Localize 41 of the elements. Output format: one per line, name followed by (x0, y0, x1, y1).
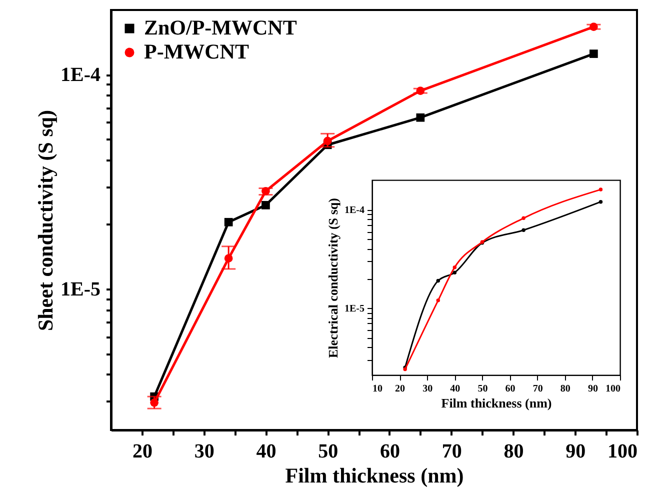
y-tick-label: 1E-4 (60, 64, 100, 86)
x-tick-label: 30 (194, 440, 214, 462)
x-tick-label: 80 (560, 384, 570, 394)
x-tick-label: 100 (608, 440, 638, 462)
x-axis-title: Film thickness (nm) (285, 464, 464, 488)
point (452, 270, 457, 274)
y-axis-title: Sheet conductivity (S sq) (34, 110, 58, 332)
point (598, 200, 603, 204)
point (416, 113, 425, 122)
point (224, 218, 233, 226)
x-tick-label: 50 (318, 440, 338, 462)
x-tick-label: 90 (566, 440, 586, 462)
x-tick-label: 70 (532, 384, 543, 394)
legend-label: P-MWCNT (144, 40, 249, 64)
point (436, 298, 440, 302)
x-tick-label: 40 (256, 440, 276, 462)
point (262, 200, 270, 210)
point (590, 50, 598, 58)
x-tick-label: 40 (450, 384, 460, 394)
x-tick-label: 50 (478, 384, 488, 394)
point (436, 278, 440, 283)
x-tick-label: 20 (395, 384, 406, 394)
y-tick-label: 1E-5 (344, 304, 364, 315)
point (522, 216, 526, 220)
x-tick-label: 10 (372, 384, 382, 394)
x-tick-label: 80 (504, 440, 524, 462)
y-tick-label: 1E-5 (60, 278, 100, 300)
x-tick-label: 90 (588, 384, 598, 394)
point (598, 188, 603, 192)
y-tick-label: 1E-4 (344, 205, 364, 216)
legend-label: ZnO/P-MWCNT (144, 16, 297, 40)
point (522, 228, 526, 232)
x-tick-label: 20 (132, 440, 152, 462)
x-tick-label: 70 (442, 440, 462, 462)
x-tick-label: 30 (422, 384, 433, 394)
x-tick-label: 60 (505, 384, 516, 394)
x-axis-title: Film thickness (nm) (441, 396, 552, 410)
point (452, 265, 457, 270)
x-tick-label: 60 (380, 440, 400, 462)
x-tick-label: 100 (606, 384, 620, 394)
y-axis-title: Electrical conductivity (S sq) (326, 198, 340, 358)
